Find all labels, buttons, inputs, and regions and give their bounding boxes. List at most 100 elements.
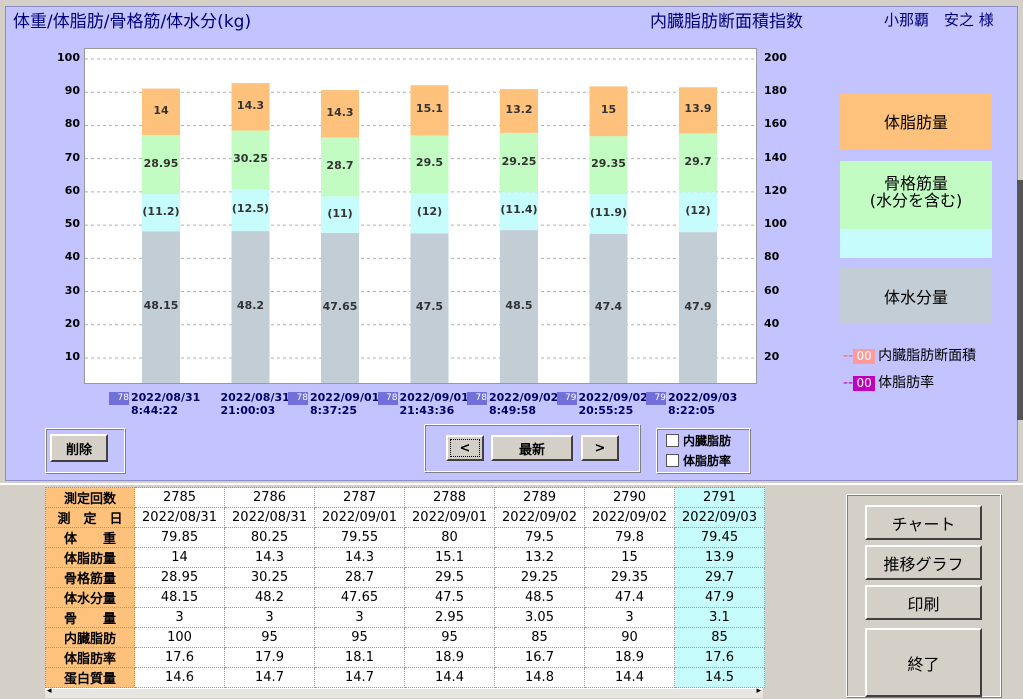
- bar-muscle-water-label: (12.5): [231, 202, 270, 216]
- bar-water: [500, 230, 538, 383]
- bar-water-label: 47.5: [415, 300, 444, 314]
- bar-fat: [410, 85, 449, 136]
- left-tick-label: 30: [64, 283, 80, 297]
- bar-muscle-label: 29.5: [415, 156, 444, 170]
- table-cell: 29.7: [674, 567, 765, 588]
- bar-fat: [679, 87, 717, 134]
- bar-water: [589, 233, 628, 383]
- table-cell: 16.7: [494, 647, 585, 668]
- table-scrollbar[interactable]: ◂ ▸: [45, 686, 763, 698]
- bar-fat-label: 15: [600, 103, 617, 117]
- delete-button[interactable]: 削除: [50, 434, 108, 462]
- x-tick-label: 2022/09/01 8:37:25: [310, 391, 400, 417]
- x-tick-time: 8:49:58: [489, 404, 537, 417]
- left-tick-label: 20: [64, 316, 80, 330]
- bar-muscle-water: [410, 193, 449, 234]
- right-tick-label: 60: [764, 283, 780, 297]
- bar-fat-label: 13.9: [684, 102, 712, 116]
- x-tick-time: 8:22:05: [668, 404, 716, 417]
- exit-button[interactable]: 終了: [865, 628, 982, 697]
- table-cell: 2022/08/31: [134, 507, 225, 528]
- table-cell: 95: [404, 627, 495, 648]
- legend-muscle-sub: (水分を含む): [869, 191, 963, 210]
- table-cell: 2022/09/02: [494, 507, 585, 528]
- print-button[interactable]: 印刷: [865, 585, 982, 620]
- bar-muscle-water: [321, 196, 359, 233]
- table-row: 測 定 日 2022/08/31 2022/08/31 2022/09/01 2022/…: [45, 507, 765, 528]
- table-cell: 3.1: [674, 607, 765, 628]
- bar-muscle-water-label: (12): [416, 205, 443, 219]
- table-cell: 79.5: [494, 527, 585, 548]
- x-tick-date: 2022/08/31: [131, 391, 201, 404]
- bar-muscle-water-label: (11): [327, 206, 353, 220]
- table-cell: 14.3: [314, 547, 405, 568]
- prev-button[interactable]: <: [446, 435, 484, 461]
- left-tick-label: 10: [64, 350, 80, 363]
- x-tick-label: 2022/09/03 8:22:05: [668, 391, 758, 417]
- legend-visceral-label: 内臓脂肪断面積: [878, 348, 977, 364]
- x-tick-label: 2022/08/31 21:00:03: [221, 391, 311, 417]
- chart-button[interactable]: チャート: [865, 505, 982, 540]
- trend-graph-button[interactable]: 推移グラフ: [865, 545, 982, 580]
- bar-muscle-label: 29.35: [591, 157, 626, 171]
- visceral-checkbox[interactable]: 内臓脂肪: [666, 432, 731, 449]
- fatrate-checkbox-label: 体脂肪率: [683, 454, 732, 468]
- table-row: 体脂肪量 14 14.3 14.3 15.1 13.2 15 13.9: [45, 547, 765, 568]
- table-cell: 48.2: [224, 587, 315, 608]
- latest-button[interactable]: 最新: [491, 435, 573, 461]
- table-cell: 79.45: [674, 527, 765, 548]
- legend-visceral-dash: --: [843, 348, 854, 364]
- bar-water: [231, 231, 270, 383]
- fatrate-checkbox-box[interactable]: [666, 454, 679, 467]
- legend-muscle-label: 骨格筋量: [883, 174, 948, 193]
- data-table: 測定回数 2785 2786 2787 2788 2789 2790 2791 測 定 日 202…: [45, 487, 765, 688]
- table-cell: 100: [134, 627, 225, 648]
- x-tick-date: 2022/08/31: [220, 391, 290, 404]
- x-tick-date: 2022/09/01: [399, 391, 469, 404]
- table-row: 体脂肪率 17.6 17.9 18.1 18.9 16.7 18.9 17.6: [45, 647, 765, 668]
- legend-fat: 体脂肪量: [840, 93, 992, 149]
- table-cell: 85: [674, 627, 765, 648]
- bar-muscle: [500, 132, 538, 193]
- table-cell: 17.6: [674, 647, 765, 668]
- x-tick-badge: 78: [377, 392, 398, 405]
- table-cell: 14.3: [224, 547, 315, 568]
- bar-water: [142, 231, 180, 383]
- table-cell: 80.25: [224, 527, 315, 548]
- table-cell: 14.4: [404, 667, 495, 688]
- visceral-checkbox-box[interactable]: [666, 434, 679, 447]
- table-cell: 2022/09/01: [404, 507, 495, 528]
- bar-muscle-label: 29.25: [501, 154, 537, 168]
- chart-svg: [85, 58, 756, 383]
- left-tick-label: 50: [64, 217, 80, 231]
- table-cell: 95: [314, 627, 405, 648]
- x-tick-badge: 78: [288, 392, 308, 405]
- x-tick-time: 21:43:36: [399, 404, 455, 417]
- table-cell: 2786: [224, 487, 315, 508]
- next-button[interactable]: >: [581, 435, 619, 461]
- table-row: 蛋白質量 14.6 14.7 14.7 14.4 14.8 14.4 14.5: [45, 667, 765, 688]
- legend-fatrate-box: 00: [853, 375, 876, 391]
- x-tick-time: 8:44:22: [131, 404, 179, 417]
- table-cell: 79.55: [314, 527, 405, 548]
- scroll-left-icon[interactable]: ◂: [47, 686, 52, 696]
- table-cell: 79.85: [134, 527, 225, 548]
- bar-fat-label: 14.3: [236, 98, 265, 112]
- left-title: 体重/体脂肪/骨格筋/体水分(kg): [13, 12, 252, 32]
- x-tick-time: 21:00:03: [220, 404, 276, 417]
- table-cell: 2787: [314, 487, 405, 508]
- right-tick-label: 200: [764, 51, 787, 64]
- window-edge: [1017, 180, 1023, 420]
- table-cell: 3.05: [494, 607, 585, 628]
- bar-water: [679, 232, 717, 383]
- legend-visceral: -- 00 内臓脂肪断面積: [843, 345, 976, 365]
- fatrate-checkbox[interactable]: 体脂肪率: [666, 452, 731, 469]
- right-tick-label: 120: [764, 183, 787, 197]
- table-cell: 2.95: [404, 607, 495, 628]
- bar-water-label: 47.65: [322, 299, 358, 313]
- x-tick-date: 2022/09/02: [578, 391, 648, 404]
- x-tick-date: 2022/09/01: [310, 391, 380, 404]
- bar-fat: [231, 83, 270, 131]
- scroll-right-icon[interactable]: ▸: [756, 686, 761, 696]
- table-cell: 14.6: [134, 667, 225, 688]
